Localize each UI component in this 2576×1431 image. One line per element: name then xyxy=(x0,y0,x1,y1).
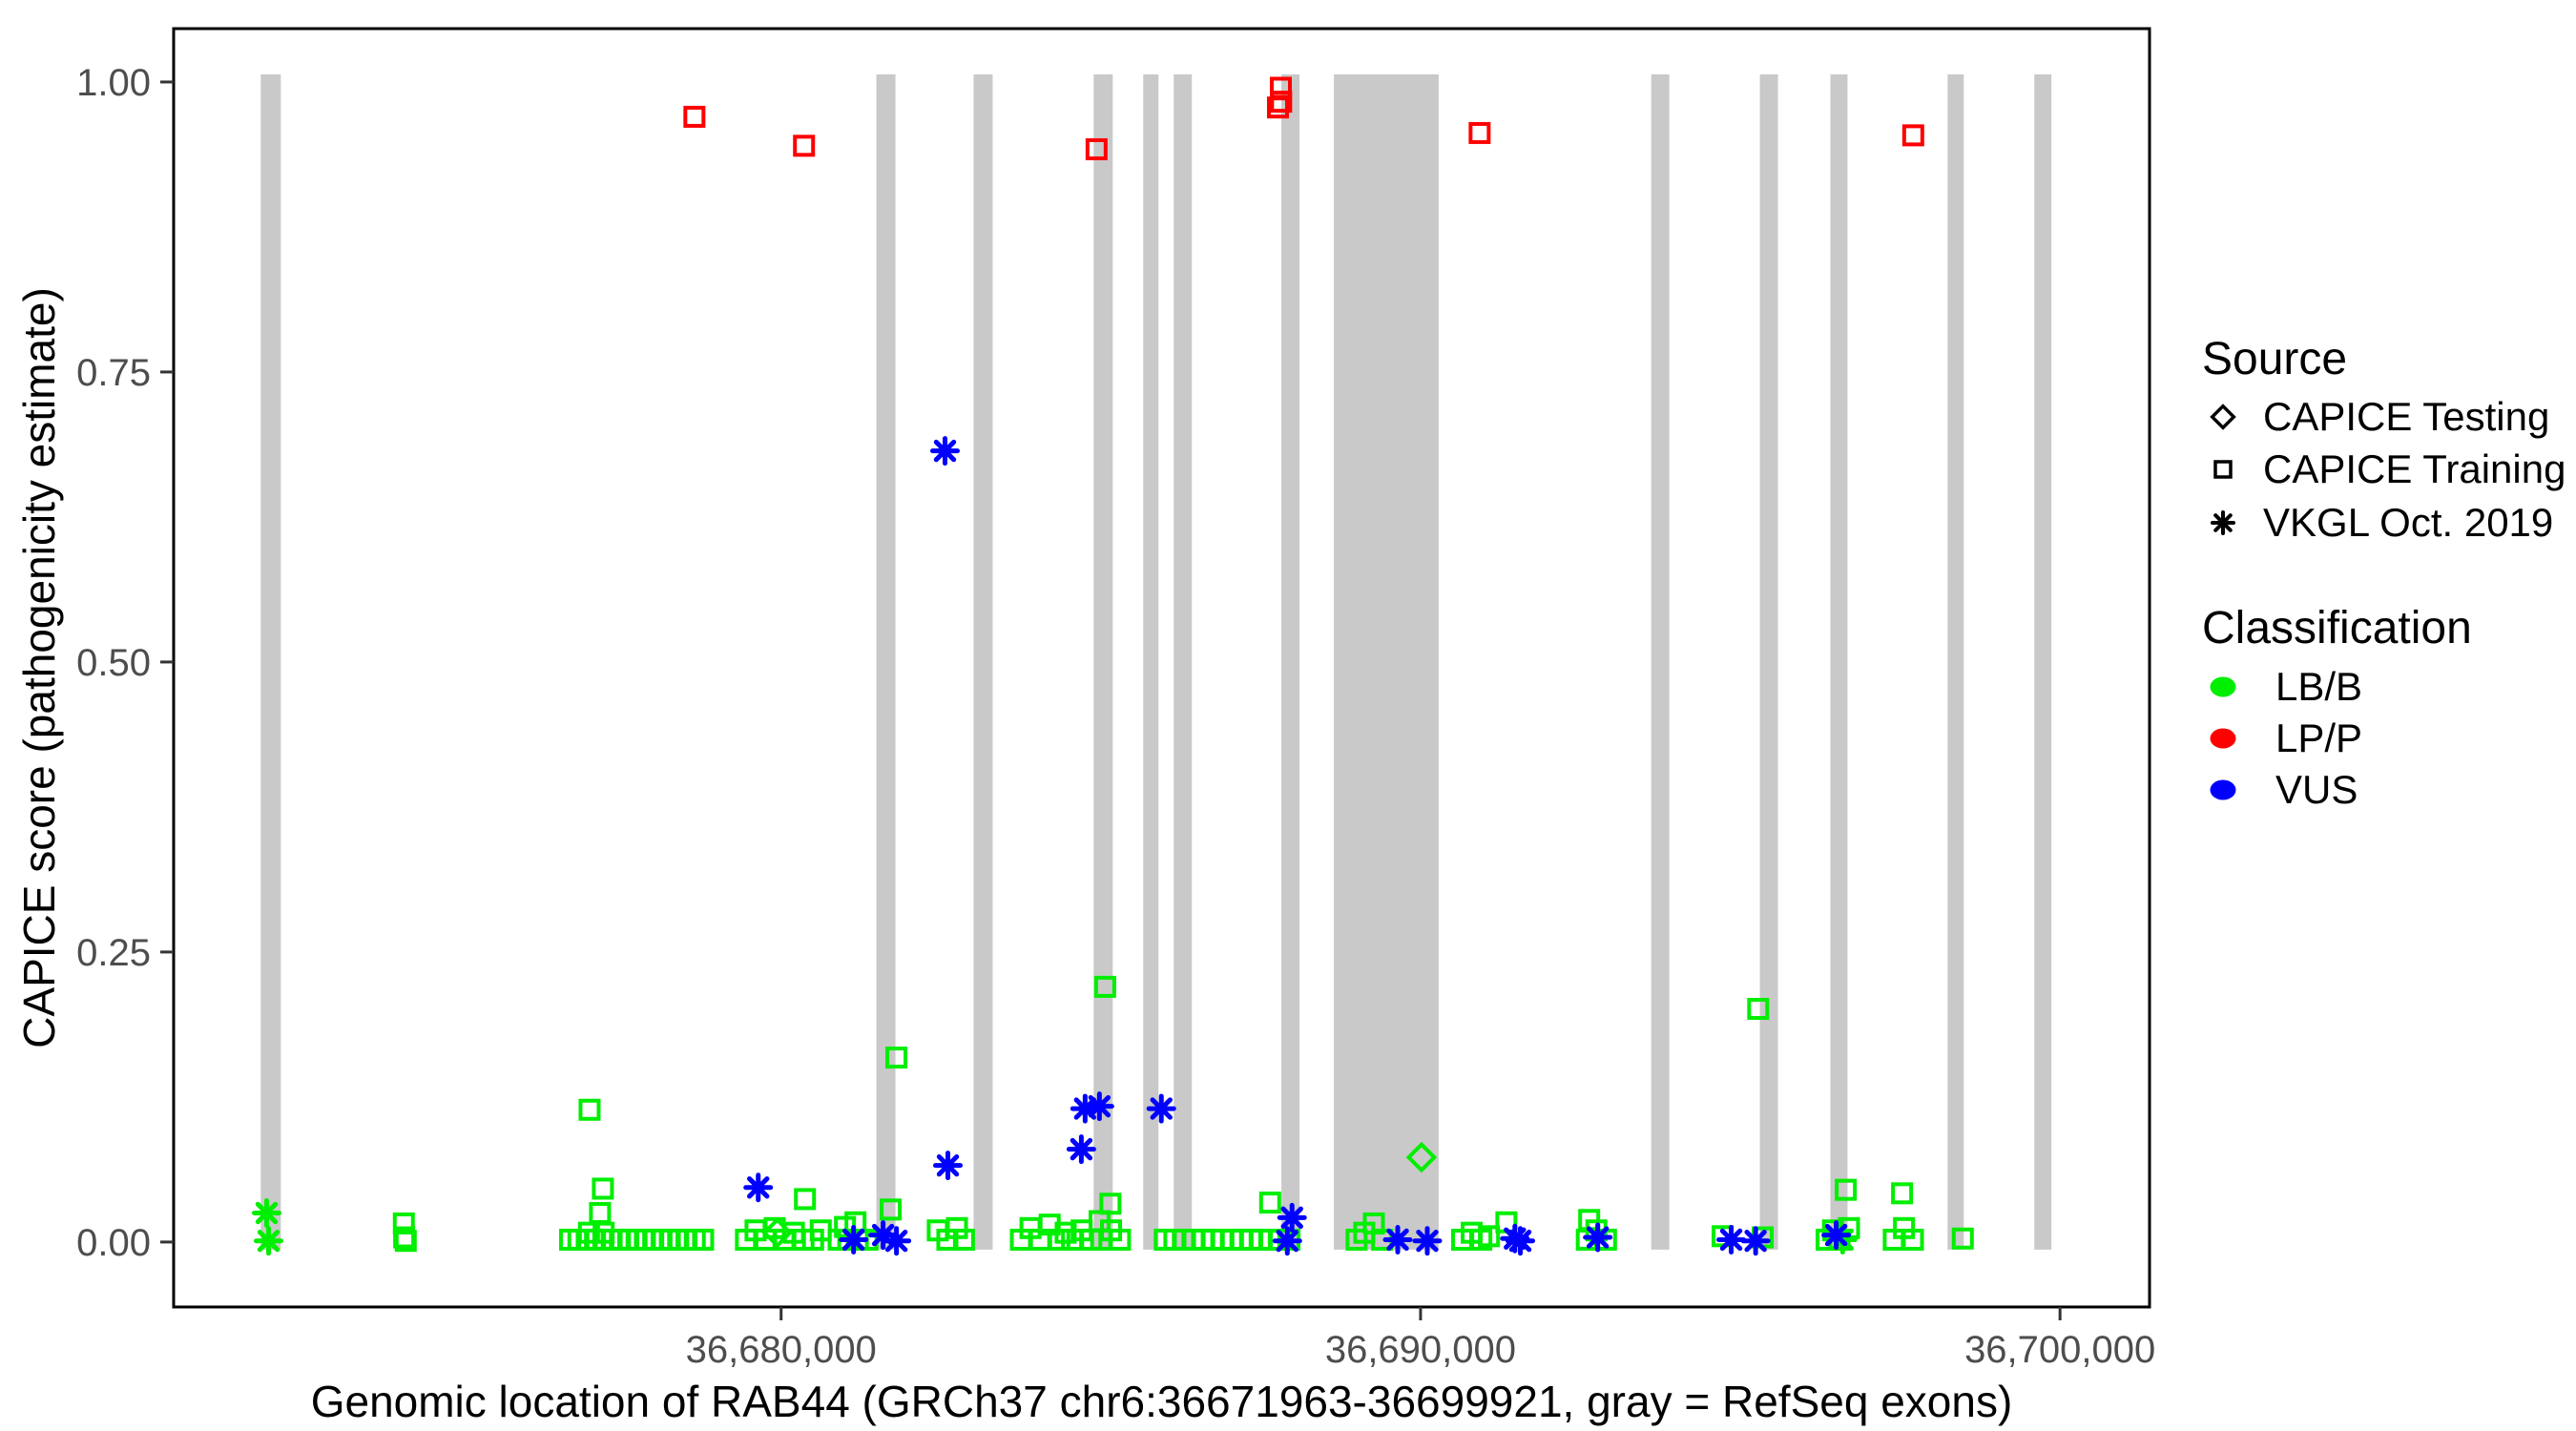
x-tick-label: 36,700,000 xyxy=(1964,1329,2155,1371)
data-point-asterisk xyxy=(743,1172,774,1203)
data-point-square xyxy=(394,1230,417,1253)
legend-classification-item-label: VUS xyxy=(2275,767,2358,812)
legend-color-dot xyxy=(2210,779,2236,800)
legend-diamond-icon xyxy=(2210,404,2236,430)
legend-source-item-label: VKGL Oct. 2019 xyxy=(2263,500,2553,545)
data-point-asterisk xyxy=(868,1220,899,1251)
data-point-asterisk xyxy=(1070,1093,1100,1124)
data-point-asterisk xyxy=(1084,1091,1114,1122)
data-point-square xyxy=(1093,975,1116,998)
legend-classification-item-label: LB/B xyxy=(2275,664,2362,709)
data-point-square xyxy=(793,135,816,157)
data-point-square xyxy=(1099,1192,1122,1215)
legend-source-title: Source xyxy=(2202,334,2347,384)
y-tick-label: 0.25 xyxy=(76,932,151,974)
data-point-diamond xyxy=(1405,1141,1438,1173)
data-point-square xyxy=(945,1216,968,1239)
data-point-asterisk xyxy=(839,1224,869,1255)
exon-bar xyxy=(876,73,896,1250)
data-point-square xyxy=(1258,1192,1281,1214)
y-tick-label: 0.50 xyxy=(76,642,151,684)
data-point-square xyxy=(592,1177,614,1200)
data-point-square xyxy=(794,1188,817,1211)
data-point-square xyxy=(1109,1228,1132,1251)
data-point-asterisk xyxy=(929,436,960,467)
data-point-square xyxy=(880,1198,903,1221)
legend-source-item-label: CAPICE Training xyxy=(2263,446,2566,491)
data-point-asterisk xyxy=(1382,1224,1413,1255)
exon-bar xyxy=(1651,73,1670,1250)
exon-bar xyxy=(1174,73,1193,1250)
data-point-asterisk xyxy=(1277,1202,1307,1233)
data-point-square xyxy=(692,1228,715,1251)
legend-color-dot xyxy=(2210,676,2236,697)
exon-bar xyxy=(1334,73,1439,1250)
data-point-asterisk xyxy=(1716,1224,1747,1255)
data-point-square xyxy=(885,1047,908,1069)
exon-bar xyxy=(1759,73,1778,1250)
y-tick-label: 0.00 xyxy=(76,1222,151,1264)
data-point-square xyxy=(1085,137,1108,160)
exon-bar xyxy=(1143,73,1159,1250)
data-point-square xyxy=(1951,1227,1974,1250)
y-axis-title: CAPICE score (pathogenicity estimate) xyxy=(14,287,64,1048)
exon-bar xyxy=(1830,73,1848,1250)
data-point-square xyxy=(1478,1225,1501,1248)
data-point-asterisk xyxy=(1066,1134,1096,1165)
data-point-asterisk xyxy=(254,1226,284,1256)
exon-bar xyxy=(1947,73,1964,1250)
y-tick-label: 1.00 xyxy=(76,62,151,104)
x-tick-label: 36,680,000 xyxy=(686,1329,877,1371)
panel-border xyxy=(172,27,2151,1309)
data-point-square xyxy=(1054,1221,1077,1244)
data-point-asterisk xyxy=(1583,1222,1613,1253)
data-point-square xyxy=(1901,1228,1924,1251)
x-axis-title: Genomic location of RAB44 (GRCh37 chr6:3… xyxy=(310,1377,2013,1426)
legend-classification-title: Classification xyxy=(2202,603,2472,653)
data-point-square xyxy=(1835,1178,1858,1201)
data-point-square xyxy=(1048,1228,1070,1251)
data-point-square xyxy=(1266,96,1289,119)
data-point-square xyxy=(1468,121,1491,144)
data-point-asterisk xyxy=(1146,1093,1176,1124)
data-point-asterisk xyxy=(882,1226,912,1256)
data-point-square xyxy=(1891,1182,1914,1205)
exon-bar xyxy=(2034,73,2052,1250)
data-point-asterisk xyxy=(1821,1220,1852,1251)
exon-bar xyxy=(260,73,281,1250)
data-point-square xyxy=(589,1202,612,1225)
data-point-asterisk xyxy=(1740,1226,1771,1256)
data-point-asterisk xyxy=(252,1198,282,1229)
exon-bar xyxy=(973,73,993,1250)
data-point-square xyxy=(1270,91,1293,114)
data-point-square xyxy=(1901,124,1924,147)
legend-color-dot xyxy=(2210,728,2236,749)
exon-bar xyxy=(1093,73,1113,1250)
exon-bar xyxy=(1281,73,1300,1250)
legend-classification-item-label: LP/P xyxy=(2275,716,2362,760)
data-point-square xyxy=(952,1228,975,1251)
data-point-square xyxy=(578,1098,601,1121)
data-point-square xyxy=(1747,997,1770,1020)
legend-source-item-label: CAPICE Testing xyxy=(2263,394,2549,439)
data-point-square xyxy=(683,105,706,128)
data-point-asterisk xyxy=(1412,1226,1443,1256)
data-point-asterisk xyxy=(1506,1226,1535,1256)
data-point-asterisk xyxy=(933,1151,964,1181)
data-point-asterisk xyxy=(1272,1226,1302,1256)
legend-square-icon xyxy=(2213,460,2233,479)
x-tick-label: 36,690,000 xyxy=(1325,1329,1516,1371)
legend-asterisk-icon xyxy=(2211,510,2235,535)
y-tick-label: 0.75 xyxy=(76,352,151,394)
data-point-diamond xyxy=(761,1216,793,1249)
